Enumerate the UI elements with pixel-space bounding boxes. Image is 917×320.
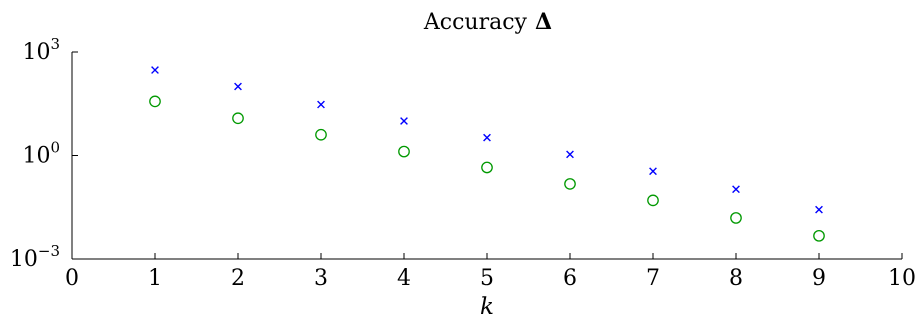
x-tick-label: 3	[314, 266, 328, 291]
cross-stroke	[732, 185, 740, 194]
y-tick-label-exponent: 0	[50, 139, 60, 157]
data-point-cross	[151, 66, 159, 74]
y-tick-label-base: 10	[22, 40, 50, 65]
cross-stroke	[483, 133, 491, 142]
y-tick-label-base: 10	[10, 247, 38, 272]
data-point-cross	[732, 185, 740, 194]
cross-stroke	[566, 150, 574, 159]
data-point-circle	[398, 145, 410, 158]
cross-stroke	[234, 82, 242, 91]
data-point-cross	[317, 100, 325, 109]
data-point-cross	[234, 82, 242, 91]
x-axis-ticks: 0 1 2 3 4 5 6 7 8 9 10	[65, 253, 916, 291]
y-tick-label: 100	[22, 139, 60, 169]
chart-title-symbol: Δ	[535, 9, 552, 35]
x-tick-label: 5	[480, 266, 494, 291]
cross-stroke	[815, 205, 823, 214]
y-tick-label: 10−3	[10, 242, 60, 272]
x-tick-label: 6	[563, 266, 577, 291]
data-points	[149, 66, 825, 242]
series-2-circle-markers	[149, 95, 825, 242]
y-tick-label-exponent: −3	[38, 242, 60, 260]
x-tick-label: 8	[729, 266, 743, 291]
x-tick-label: 0	[65, 266, 79, 291]
data-point-circle	[315, 128, 327, 141]
x-axis-label: k	[480, 294, 494, 320]
x-tick-label: 7	[646, 266, 660, 291]
x-tick-label: 9	[812, 266, 826, 291]
x-tick-label: 1	[148, 266, 162, 291]
data-point-circle	[232, 112, 244, 125]
data-point-circle	[481, 161, 493, 174]
data-point-circle	[813, 229, 825, 242]
data-point-cross	[400, 117, 408, 125]
data-point-circle	[149, 95, 161, 108]
data-point-cross	[815, 205, 823, 214]
data-point-circle	[564, 178, 576, 190]
data-point-cross	[649, 167, 657, 176]
chart-title: Accuracy Δ	[423, 9, 552, 35]
y-tick-label-base: 10	[22, 144, 50, 169]
data-point-cross	[483, 133, 491, 142]
data-point-cross	[566, 150, 574, 159]
y-tick-label: 103	[22, 35, 60, 65]
x-tick-label: 4	[397, 266, 411, 291]
cross-stroke	[400, 117, 408, 125]
chart-title-text: Accuracy	[423, 10, 528, 35]
cross-stroke	[649, 167, 657, 176]
data-point-circle	[647, 194, 659, 207]
cross-stroke	[317, 100, 325, 109]
x-tick-label: 10	[888, 266, 916, 291]
y-tick-label-exponent: 3	[50, 35, 60, 53]
series-1-cross-markers	[151, 66, 823, 214]
x-tick-label: 2	[231, 266, 245, 291]
cross-stroke	[151, 66, 159, 74]
data-point-circle	[730, 212, 742, 224]
